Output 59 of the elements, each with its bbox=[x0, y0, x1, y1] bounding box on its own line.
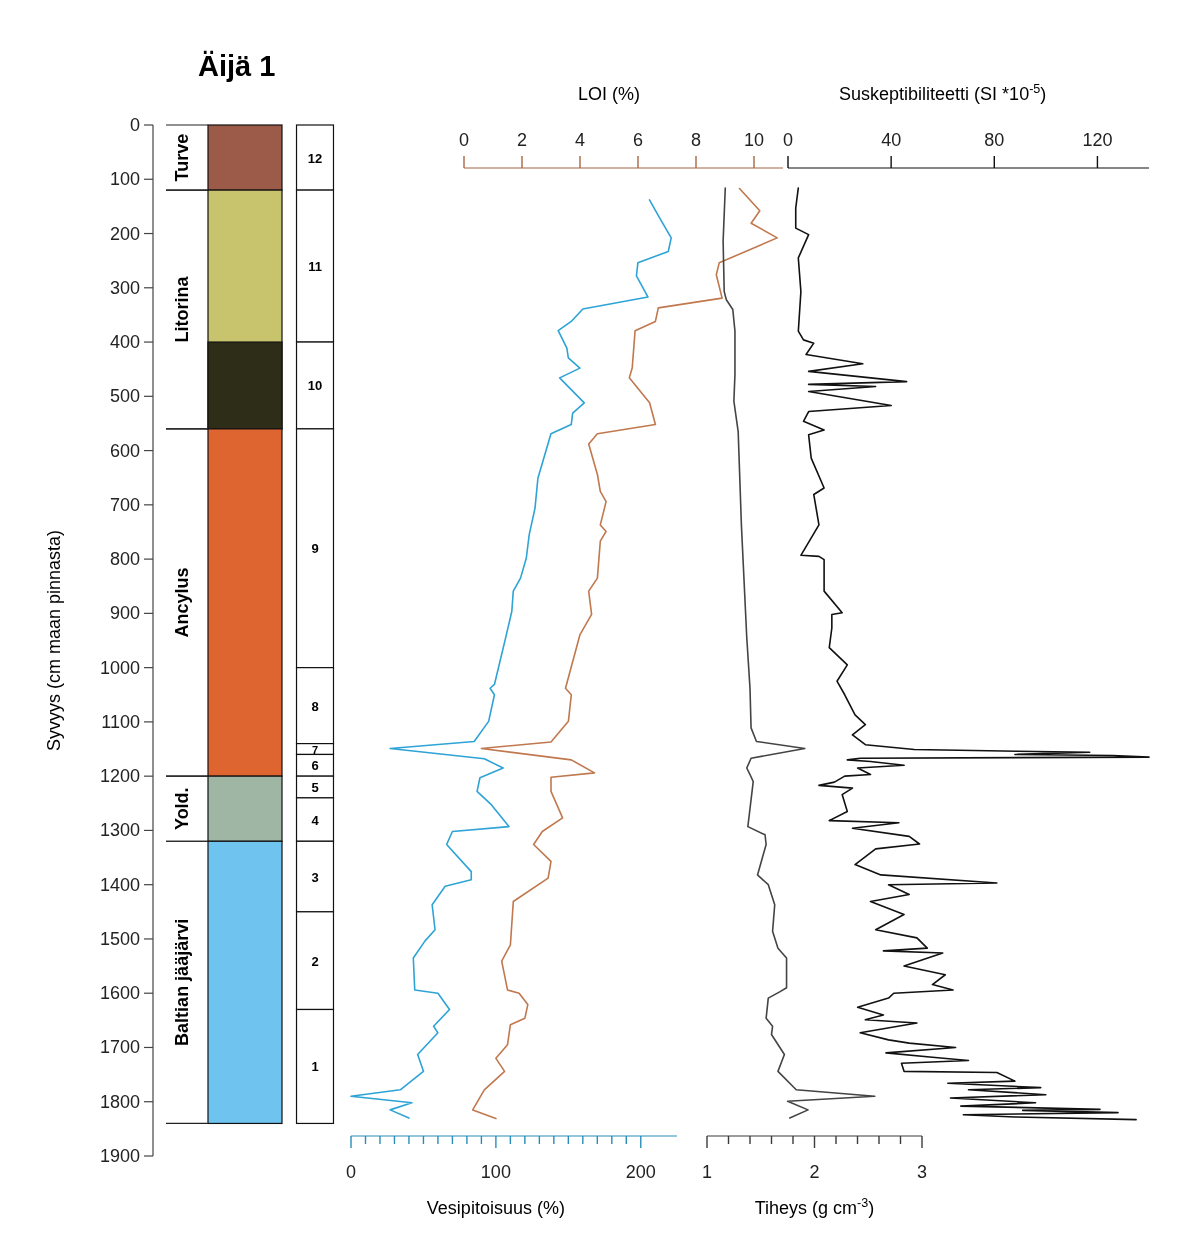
series-label: 9 bbox=[311, 541, 319, 557]
series-label: 4 bbox=[311, 812, 320, 828]
x2-tick-label: 6 bbox=[632, 130, 644, 150]
x-axis-title: Vesipitoisuus (%) bbox=[426, 1198, 565, 1218]
x-tick-label: 1 bbox=[701, 1162, 713, 1182]
x2-tick-label: 0 bbox=[782, 130, 794, 150]
series-label: 6 bbox=[311, 758, 319, 774]
x2-axis-title: Suskeptibiliteetti (SI *10$^{-5}$) bbox=[839, 82, 1047, 104]
band-label: Litorina bbox=[172, 275, 192, 343]
series-label: 11 bbox=[308, 259, 322, 275]
y-tick-label: 900 bbox=[109, 603, 140, 624]
x-axis-title: Tiheys (g cm$^{-3}$) bbox=[754, 1196, 875, 1218]
y-tick-label: 1100 bbox=[101, 711, 140, 732]
y-tick-label: 1800 bbox=[99, 1091, 140, 1112]
x2-tick-label: 0 bbox=[458, 130, 470, 150]
y-tick-label: 800 bbox=[109, 549, 140, 570]
x2-tick-label: 8 bbox=[690, 130, 702, 150]
y-tick-label: 600 bbox=[109, 440, 140, 461]
series-label: 3 bbox=[311, 869, 319, 885]
y-tick-label: 1600 bbox=[99, 983, 140, 1004]
y-tick-label: 1200 bbox=[99, 766, 140, 787]
band-label: Yold. bbox=[172, 787, 192, 831]
y-tick-label: 100 bbox=[109, 169, 140, 190]
band-label: Turve bbox=[172, 133, 192, 182]
y-tick-label: 1000 bbox=[99, 657, 140, 678]
x-tick-label: 100 bbox=[480, 1162, 511, 1182]
series-label: 7 bbox=[311, 744, 319, 757]
x2-tick-label: 2 bbox=[516, 130, 528, 150]
series-label: 8 bbox=[311, 698, 319, 714]
y-tick-label: 0 bbox=[129, 115, 140, 135]
x2-tick-label: 120 bbox=[1082, 130, 1113, 150]
y-tick-label: 1400 bbox=[99, 874, 140, 895]
y-tick-label: 700 bbox=[109, 494, 140, 515]
y-tick-label: 1500 bbox=[99, 928, 140, 949]
y-tick-label: 1300 bbox=[99, 820, 140, 841]
x2-axis-title: LOI (%) bbox=[577, 84, 641, 104]
y-axis-title: Syvyys (cm maan pinnasta) bbox=[44, 529, 64, 752]
y-tick-label: 300 bbox=[109, 277, 140, 298]
series-label: 1 bbox=[311, 1059, 319, 1075]
y-tick-label: 400 bbox=[109, 332, 140, 353]
y-tick-label: 1900 bbox=[99, 1146, 140, 1166]
y-tick-label: 1700 bbox=[99, 1037, 140, 1058]
series-label: 2 bbox=[311, 953, 319, 969]
x2-tick-label: 40 bbox=[881, 130, 902, 150]
x2-tick-label: 4 bbox=[574, 130, 586, 150]
chart-title: Äijä 1 bbox=[198, 50, 276, 82]
band-label: Baltian jääjärvi bbox=[172, 918, 192, 1046]
series-label: 10 bbox=[307, 378, 323, 394]
x2-tick-label: 10 bbox=[743, 130, 765, 150]
series-label: 12 bbox=[307, 150, 323, 166]
x-tick-label: 3 bbox=[916, 1162, 928, 1182]
x-tick-label: 2 bbox=[809, 1162, 820, 1182]
y-tick-label: 200 bbox=[109, 223, 140, 244]
x2-tick-label: 80 bbox=[984, 130, 1005, 150]
y-tick-label: 500 bbox=[109, 386, 140, 407]
x-tick-label: 0 bbox=[345, 1162, 357, 1182]
band-label: Ancylus bbox=[172, 567, 192, 638]
x-tick-label: 200 bbox=[625, 1162, 656, 1182]
series-label: 5 bbox=[311, 780, 319, 796]
